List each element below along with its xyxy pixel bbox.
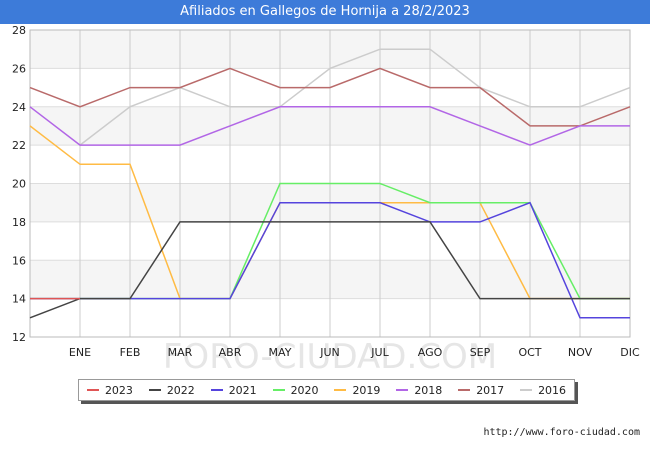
legend-swatch — [272, 389, 285, 391]
x-tick-label: JUL — [370, 346, 389, 359]
legend-item-2022: 2022 — [148, 383, 195, 397]
legend: 2023 2022 2021 2020 2019 2018 2017 2016 — [78, 379, 575, 401]
legend-swatch — [334, 389, 347, 391]
legend-label: 2020 — [290, 383, 319, 397]
y-tick-label: 14 — [12, 293, 26, 306]
y-tick-label: 16 — [12, 254, 26, 267]
legend-swatch — [396, 389, 409, 391]
legend-swatch — [86, 389, 99, 391]
legend-swatch — [148, 389, 161, 391]
x-tick-label: MAY — [269, 346, 292, 359]
y-tick-label: 24 — [12, 101, 26, 114]
x-tick-label: OCT — [518, 346, 541, 359]
legend-item-2016: 2016 — [520, 384, 566, 397]
legend-swatch — [210, 389, 223, 391]
x-tick-label: FEB — [120, 346, 141, 359]
series-line-2022 — [29, 221, 630, 319]
x-tick-label: JUN — [319, 346, 340, 359]
legend-item-2020: 2020 — [272, 383, 319, 397]
legend-label: 2021 — [228, 383, 257, 397]
chart-title: Afiliados en Gallegos de Hornija a 28/2/… — [0, 0, 650, 24]
legend-swatch — [520, 389, 533, 391]
y-tick-label: 28 — [12, 24, 26, 37]
legend-item-2019: 2019 — [334, 384, 380, 397]
x-tick-label: DIC — [620, 346, 640, 359]
x-tick-label: ENE — [69, 346, 91, 359]
y-tick-label: 20 — [12, 178, 26, 191]
x-tick-label: MAR — [168, 346, 193, 359]
y-tick-label: 18 — [12, 216, 26, 229]
legend-label: 2016 — [538, 383, 567, 397]
x-tick-label: NOV — [568, 346, 593, 359]
series-line-2017 — [29, 67, 631, 127]
legend-label: 2023 — [104, 383, 133, 397]
legend-label: 2022 — [166, 383, 195, 397]
y-tick-label: 26 — [12, 62, 26, 75]
legend-label: 2019 — [352, 383, 381, 397]
y-tick-label: 12 — [12, 331, 26, 344]
series-line-2018 — [29, 106, 630, 146]
footer-url: http://www.foro-ciudad.com — [483, 427, 640, 438]
legend-item-2023: 2023 — [86, 383, 133, 397]
watermark: FORO-CIUDAD.COM — [163, 337, 497, 377]
legend-label: 2018 — [414, 383, 443, 397]
plot-border — [29, 29, 631, 338]
series-line-2016 — [79, 48, 631, 146]
x-tick-label: AGO — [418, 346, 443, 359]
legend-item-2017: 2017 — [458, 384, 504, 397]
x-tick-label: ABR — [219, 346, 242, 359]
y-tick-label: 22 — [12, 139, 26, 152]
x-tick-label: SEP — [470, 346, 491, 359]
legend-item-2021: 2021 — [210, 383, 257, 397]
legend-item-2018: 2018 — [396, 384, 442, 397]
legend-swatch — [458, 389, 471, 391]
legend-label: 2017 — [476, 383, 505, 397]
